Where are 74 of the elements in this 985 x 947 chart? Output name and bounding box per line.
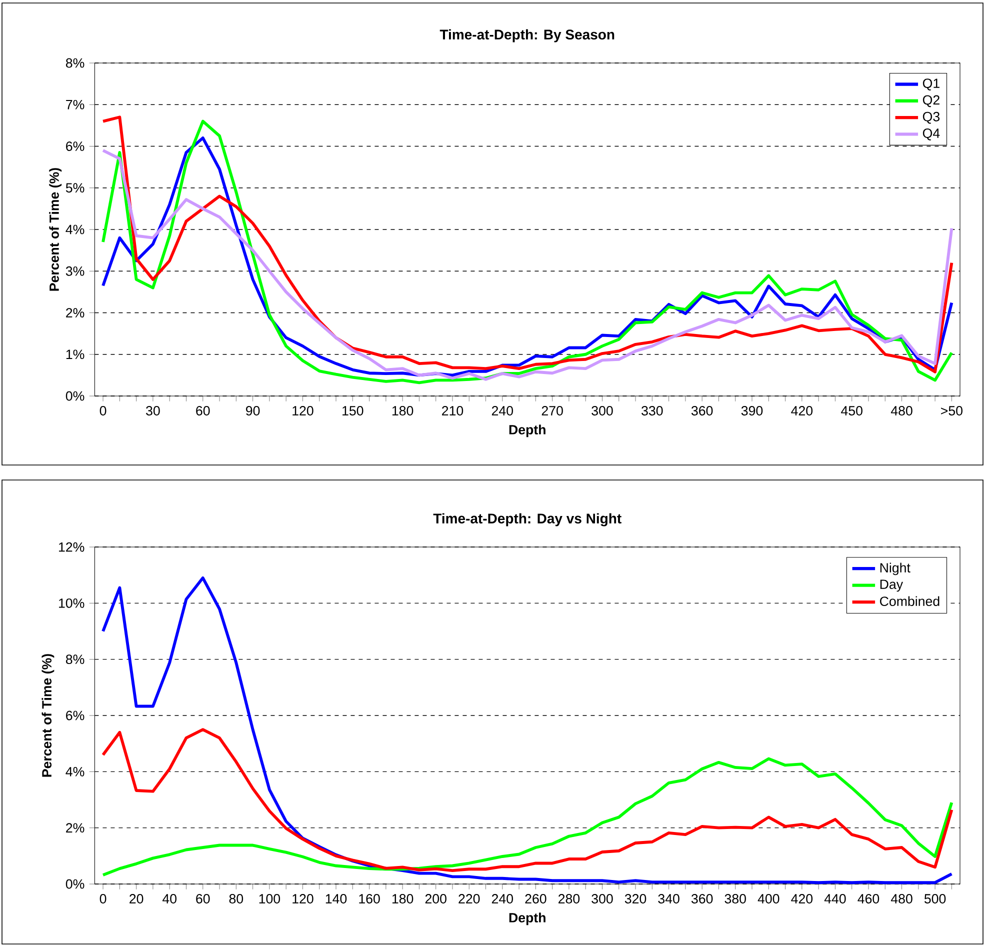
y-tick-label: 8% — [66, 654, 84, 664]
y-tick-label: 8% — [66, 58, 84, 68]
y-tick-label: 0% — [66, 391, 84, 401]
x-tick-label: 220 — [458, 894, 480, 904]
x-tick-label: 480 — [890, 894, 912, 904]
y-tick-label: 12% — [59, 542, 84, 552]
x-axis-title: Depth — [509, 912, 546, 926]
x-tick-label: 450 — [841, 406, 862, 416]
legend-label: Q1 — [922, 78, 940, 90]
x-tick-label: 0 — [100, 406, 106, 416]
x-tick-label: 400 — [758, 894, 780, 904]
x-tick-label: >50 — [941, 406, 962, 416]
x-tick-label: 480 — [890, 406, 912, 416]
y-tick-label: 1% — [66, 350, 84, 360]
x-tick-label: 300 — [592, 406, 613, 416]
x-tick-label: 260 — [525, 894, 546, 904]
x-tick-label: 120 — [292, 894, 314, 904]
x-tick-label: 340 — [658, 894, 680, 904]
x-tick-label: 270 — [542, 406, 563, 416]
x-tick-label: 440 — [824, 894, 846, 904]
line-series — [102, 728, 954, 872]
legend-label: Q4 — [922, 128, 940, 140]
y-tick-label: 3% — [66, 266, 84, 276]
x-tick-label: 360 — [691, 406, 713, 416]
x-tick-label: 280 — [558, 894, 580, 904]
y-axis-title: Percent of Time (%) — [42, 654, 54, 777]
legend-label: Day — [880, 580, 904, 592]
x-tick-label: 200 — [425, 894, 446, 904]
legend-label: Night — [880, 562, 910, 576]
x-tick-label: 120 — [292, 406, 314, 416]
x-tick-label: 80 — [229, 894, 244, 904]
y-tick-label: 5% — [66, 183, 84, 193]
x-tick-label: 180 — [392, 894, 414, 904]
x-tick-label: 460 — [858, 894, 880, 904]
y-tick-label: 0% — [66, 879, 84, 889]
legend-label: Q2 — [922, 95, 940, 108]
x-tick-label: 420 — [791, 894, 813, 904]
x-axis-title: Depth — [509, 424, 546, 438]
x-tick-label: 140 — [326, 894, 347, 904]
y-tick-label: 2% — [66, 308, 84, 318]
x-tick-label: 150 — [342, 406, 364, 416]
y-tick-label: 2% — [66, 823, 84, 833]
x-tick-label: 100 — [259, 894, 280, 904]
y-tick-label: 4% — [66, 224, 84, 234]
x-tick-label: 320 — [624, 894, 646, 904]
chart-title: Time-at-Depth: Day vs Night — [433, 513, 622, 526]
chart-title: Time-at-Depth: By Season — [440, 29, 614, 42]
x-tick-label: 500 — [924, 894, 946, 904]
x-tick-label: 240 — [492, 406, 513, 416]
x-tick-label: 60 — [196, 406, 210, 416]
y-axis-title: Percent of Time (%) — [49, 168, 62, 291]
x-tick-label: 60 — [196, 894, 210, 904]
legend-label: Q3 — [922, 112, 940, 124]
x-tick-label: 240 — [492, 894, 513, 904]
x-tick-label: 160 — [359, 894, 380, 904]
x-tick-label: 0 — [100, 894, 106, 904]
x-tick-label: 90 — [246, 406, 260, 416]
x-tick-label: 40 — [162, 894, 176, 904]
y-tick-label: 6% — [66, 142, 84, 151]
y-tick-label: 4% — [66, 767, 84, 776]
x-tick-label: 390 — [741, 406, 763, 416]
y-tick-label: 6% — [66, 710, 84, 720]
legend-label: Combined — [880, 596, 940, 606]
x-tick-label: 420 — [791, 406, 813, 416]
x-tick-label: 380 — [724, 894, 746, 904]
x-tick-label: 360 — [691, 894, 713, 904]
x-tick-label: 300 — [592, 894, 613, 904]
x-tick-label: 330 — [642, 406, 663, 416]
y-tick-label: 10% — [59, 598, 84, 608]
x-tick-label: 30 — [146, 406, 160, 416]
x-tick-label: 210 — [442, 406, 464, 416]
y-tick-label: 7% — [66, 100, 84, 110]
x-tick-label: 180 — [392, 406, 414, 416]
x-tick-label: 20 — [130, 894, 144, 904]
